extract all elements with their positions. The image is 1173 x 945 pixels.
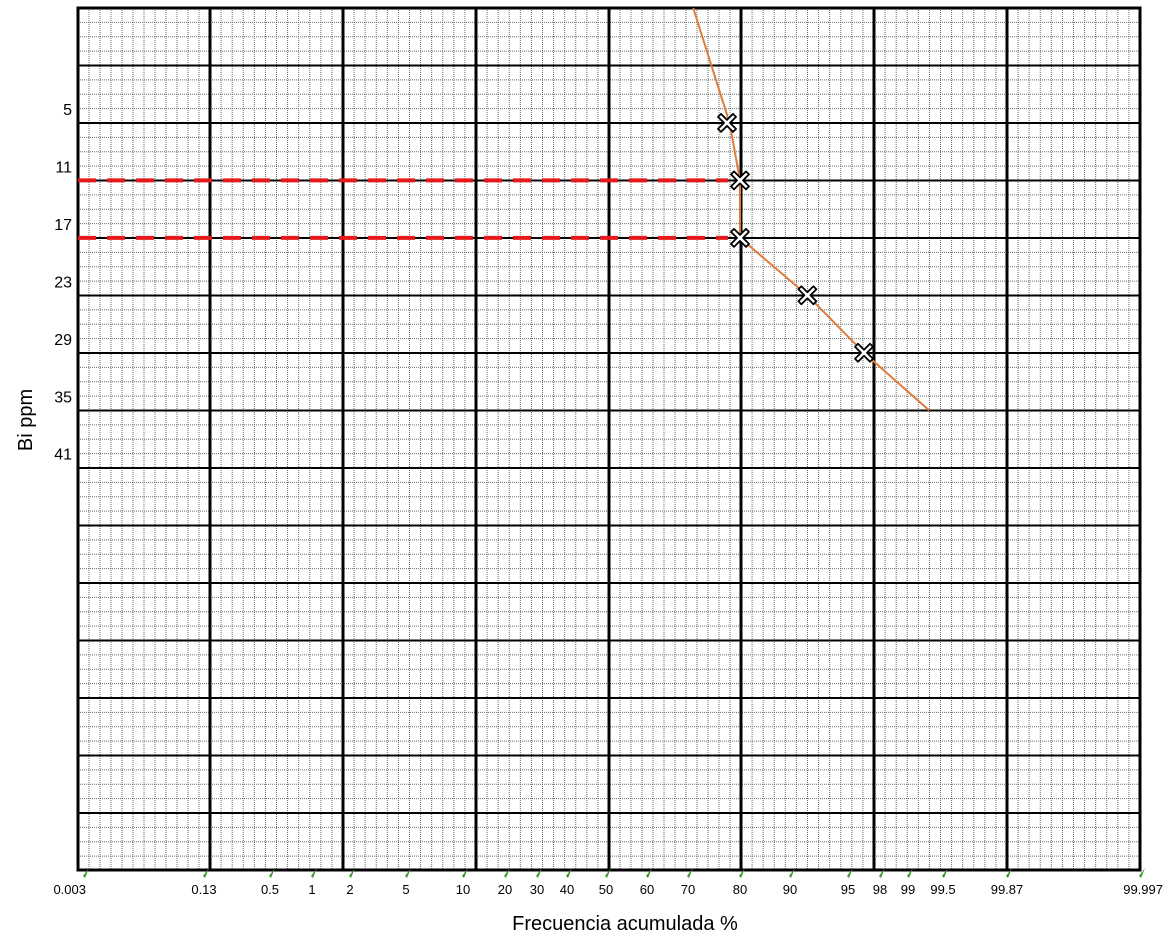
x-tick-label: 0.003 — [53, 882, 86, 897]
x-tick-mark — [405, 868, 411, 878]
data-point-marker — [730, 227, 750, 248]
x-tick-mark — [942, 868, 948, 878]
x-tick-mark — [462, 868, 468, 878]
y-tick-label: 11 — [55, 159, 72, 176]
x-tick-mark — [203, 868, 209, 878]
x-tick-label: 5 — [402, 882, 409, 897]
plot-frame — [76, 6, 1142, 872]
x-tick-mark — [739, 868, 745, 878]
y-tick-label: 35 — [54, 389, 72, 406]
y-tick-label: 41 — [54, 447, 72, 464]
x-tick-label: 0.13 — [191, 882, 216, 897]
x-tick-mark — [847, 868, 853, 878]
x-tick-label: 2 — [346, 882, 353, 897]
x-tick-label: 50 — [599, 882, 613, 897]
x-tick-mark — [566, 868, 572, 878]
x-cross-icon — [797, 285, 818, 306]
x-tick-label: 20 — [498, 882, 512, 897]
x-tick-mark — [349, 868, 355, 878]
y-tick-labels: 5 11 17 23 29 35 41 — [54, 102, 72, 464]
data-point-marker — [717, 113, 737, 133]
x-tick-mark — [536, 868, 542, 878]
x-tick-mark — [879, 868, 885, 878]
x-tick-label: 99.997 — [1123, 882, 1163, 897]
x-tick-label: 99 — [901, 882, 915, 897]
threshold-lines — [78, 178, 728, 240]
x-tick-label: 60 — [640, 882, 654, 897]
x-tick-mark — [269, 868, 275, 878]
data-point-marker — [797, 285, 818, 306]
x-tick-label: 30 — [530, 882, 544, 897]
x-tick-label: 10 — [456, 882, 470, 897]
x-tick-label: 95 — [841, 882, 855, 897]
x-tick-mark — [1139, 868, 1145, 878]
x-cross-icon — [717, 113, 737, 133]
y-tick-label: 17 — [54, 217, 72, 234]
x-tick-mark — [83, 868, 89, 878]
data-point-marker — [730, 170, 750, 191]
x-tick-mark — [789, 868, 795, 878]
x-tick-label: 80 — [733, 882, 747, 897]
y-tick-label: 23 — [54, 274, 72, 291]
x-cross-icon — [730, 227, 750, 248]
x-tick-mark — [311, 868, 317, 878]
x-tick-mark — [504, 868, 510, 878]
x-cross-icon — [730, 170, 750, 191]
data-point-marker — [854, 342, 874, 363]
x-tick-label: 1 — [308, 882, 315, 897]
y-tick-label: 29 — [54, 332, 72, 349]
x-tick-marks — [83, 868, 1145, 878]
y-tick-label: 5 — [63, 102, 72, 119]
x-tick-label: 70 — [681, 882, 695, 897]
x-axis-title: Frecuencia acumulada % — [512, 913, 738, 935]
x-tick-mark — [687, 868, 693, 878]
x-tick-mark — [907, 868, 913, 878]
x-tick-label: 40 — [560, 882, 574, 897]
x-tick-label: 98 — [873, 882, 887, 897]
x-tick-label: 99.87 — [991, 882, 1024, 897]
x-cross-icon — [854, 342, 874, 363]
x-tick-mark — [646, 868, 652, 878]
x-tick-labels: 0.003 0.13 0.5 1 2 5 10 20 30 40 50 60 70 80 90 95 98 99 9… — [53, 882, 1163, 897]
y-axis-title: Bi ppm — [15, 389, 37, 451]
major-grid — [76, 6, 1142, 872]
x-tick-mark — [605, 868, 611, 878]
markers-group — [717, 113, 874, 363]
x-tick-label: 90 — [783, 882, 797, 897]
x-tick-label: 99.5 — [930, 882, 955, 897]
x-tick-mark — [1006, 868, 1012, 878]
x-tick-label: 0.5 — [261, 882, 279, 897]
